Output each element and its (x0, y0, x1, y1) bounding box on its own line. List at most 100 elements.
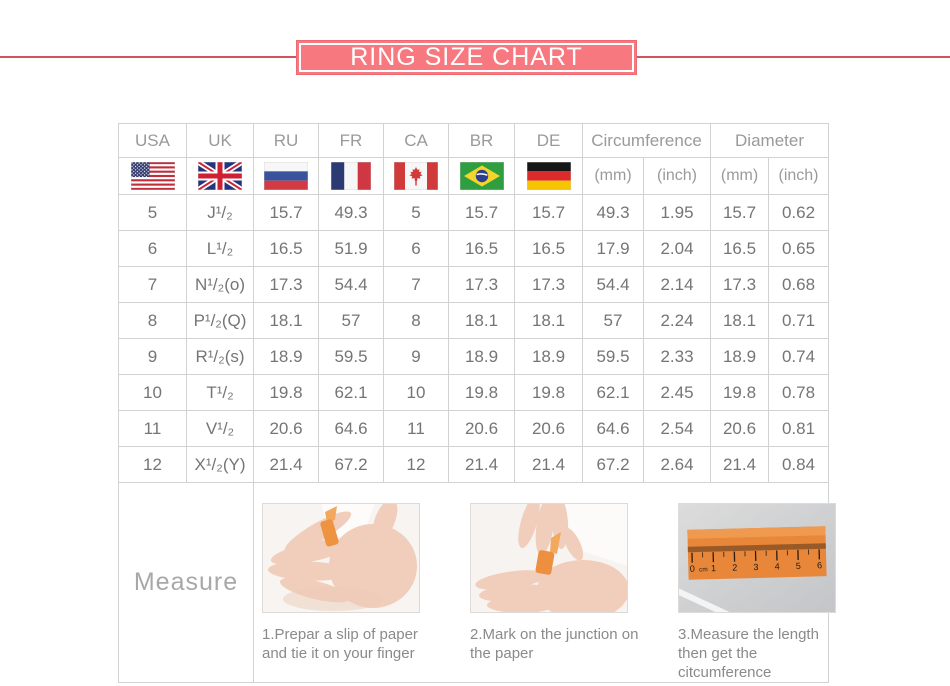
size-cell: 2.33 (642, 338, 712, 375)
col-header-circumference: Circumference (581, 123, 712, 158)
measure-step-2-caption: 2.Mark on the junction on the paper (470, 626, 639, 662)
col-header-ru: RU (253, 123, 319, 158)
size-cell: 19.8 (448, 374, 515, 411)
ruler-number: 5 (796, 561, 801, 571)
canada-flag-icon (394, 162, 438, 190)
uk-flag-cell (186, 157, 254, 195)
size-cell: 20.6 (448, 410, 515, 447)
ruler-number: 0 (690, 564, 695, 574)
size-cell: 21.4 (448, 446, 515, 483)
size-cell: 18.1 (514, 302, 583, 339)
size-cell: 11 (383, 410, 449, 447)
size-row: 9 R¹/₂(s) 18.9 59.5 9 18.9 18.9 59.5 2.33 18.9 0.7… (118, 338, 830, 375)
col-header-usa: USA (118, 123, 187, 158)
size-cell: 18.9 (448, 338, 515, 375)
measure-row: Measure (118, 481, 836, 684)
size-cell: 15.7 (710, 194, 770, 231)
unit-header-circumference-mm: (mm) (582, 157, 644, 195)
size-cell: 9 (118, 338, 187, 375)
size-cell: N¹/₂(o) (186, 266, 254, 303)
ruler-number: 1 (711, 563, 716, 573)
measure-step-1: 1.Prepar a slip of paper and tie it on y… (262, 503, 434, 664)
size-cell: 67.2 (318, 446, 384, 483)
size-cell: 10 (118, 374, 187, 411)
ruler-cm-label: cm (699, 566, 708, 573)
size-cell: 62.1 (582, 374, 644, 411)
size-cell: L¹/₂ (186, 230, 254, 267)
size-cell: 5 (118, 194, 187, 231)
size-cell: V¹/₂ (186, 410, 254, 447)
size-cell: 19.8 (514, 374, 583, 411)
size-cell: 20.6 (253, 410, 319, 447)
size-cell: 8 (118, 302, 187, 339)
size-cell: 64.6 (318, 410, 384, 447)
size-cell: 2.24 (642, 302, 712, 339)
size-cell: 0.74 (768, 338, 830, 375)
size-cell: 17.3 (710, 266, 770, 303)
uk-flag-icon (198, 162, 242, 190)
size-cell: 12 (118, 446, 187, 483)
size-cell: 57 (582, 302, 644, 339)
col-header-fr: FR (318, 123, 384, 158)
size-cell: 6 (118, 230, 187, 267)
col-header-de: DE (514, 123, 583, 158)
size-cell: X¹/₂(Y) (186, 446, 254, 483)
ruler-number: 6 (817, 560, 822, 570)
size-cell: 15.7 (514, 194, 583, 231)
usa-flag-icon (130, 162, 175, 190)
size-cell: 5 (383, 194, 449, 231)
size-row: 6 L¹/₂ 16.5 51.9 6 16.5 16.5 17.9 2.04 16.5 0.65 (118, 230, 830, 267)
ruler-number: 3 (753, 562, 758, 572)
usa-flag-cell (118, 157, 187, 195)
size-cell: 17.3 (253, 266, 319, 303)
size-cell: 11 (118, 410, 187, 447)
measure-steps-cell: 1.Prepar a slip of paper and tie it on y… (252, 481, 836, 684)
size-cell: 7 (383, 266, 449, 303)
size-cell: R¹/₂(s) (186, 338, 254, 375)
measure-step-2-photo (470, 503, 628, 613)
page-title: RING SIZE CHART (350, 43, 583, 71)
size-cell: 17.3 (448, 266, 515, 303)
size-cell: 12 (383, 446, 449, 483)
col-header-diameter: Diameter (710, 123, 830, 158)
size-cell: 59.5 (318, 338, 384, 375)
size-cell: 20.6 (710, 410, 770, 447)
size-cell: 15.7 (253, 194, 319, 231)
size-cell: 17.3 (514, 266, 583, 303)
size-cell: 0.84 (768, 446, 830, 483)
brazil-flag-icon (459, 162, 504, 190)
size-cell: 21.4 (514, 446, 583, 483)
russia-flag-cell (253, 157, 319, 195)
size-cell: 7 (118, 266, 187, 303)
measure-label: Measure (118, 481, 254, 684)
germany-flag-icon (526, 162, 571, 190)
size-cell: 59.5 (582, 338, 644, 375)
size-cell: 57 (318, 302, 384, 339)
size-cell: 18.9 (514, 338, 583, 375)
size-cell: 64.6 (582, 410, 644, 447)
size-cell: 54.4 (582, 266, 644, 303)
size-cell: 16.5 (448, 230, 515, 267)
size-cell: 19.8 (253, 374, 319, 411)
size-cell: 0.62 (768, 194, 830, 231)
size-cell: 1.95 (642, 194, 712, 231)
country-header-row: USA UK RU FR CA BR DE Circumference Diam… (118, 123, 830, 158)
size-cell: 6 (383, 230, 449, 267)
measure-figures: 1.Prepar a slip of paper and tie it on y… (254, 483, 836, 682)
size-cell: 17.9 (582, 230, 644, 267)
size-row: 10 T¹/₂ 19.8 62.1 10 19.8 19.8 62.1 2.45 19.8 0.78 (118, 374, 830, 411)
size-cell: 49.3 (318, 194, 384, 231)
size-cell: 2.54 (642, 410, 712, 447)
size-cell: 16.5 (514, 230, 583, 267)
unit-header-circumference-inch: (inch) (642, 157, 712, 195)
measure-step-3-caption: 3.Measure the length then get the citcum… (678, 626, 819, 681)
size-cell: 20.6 (514, 410, 583, 447)
size-cell: 18.9 (710, 338, 770, 375)
size-cell: 0.78 (768, 374, 830, 411)
col-header-ca: CA (383, 123, 449, 158)
size-cell: 15.7 (448, 194, 515, 231)
unit-header-diameter-inch: (inch) (768, 157, 830, 195)
size-cell: 8 (383, 302, 449, 339)
size-cell: 18.1 (448, 302, 515, 339)
size-cell: 9 (383, 338, 449, 375)
